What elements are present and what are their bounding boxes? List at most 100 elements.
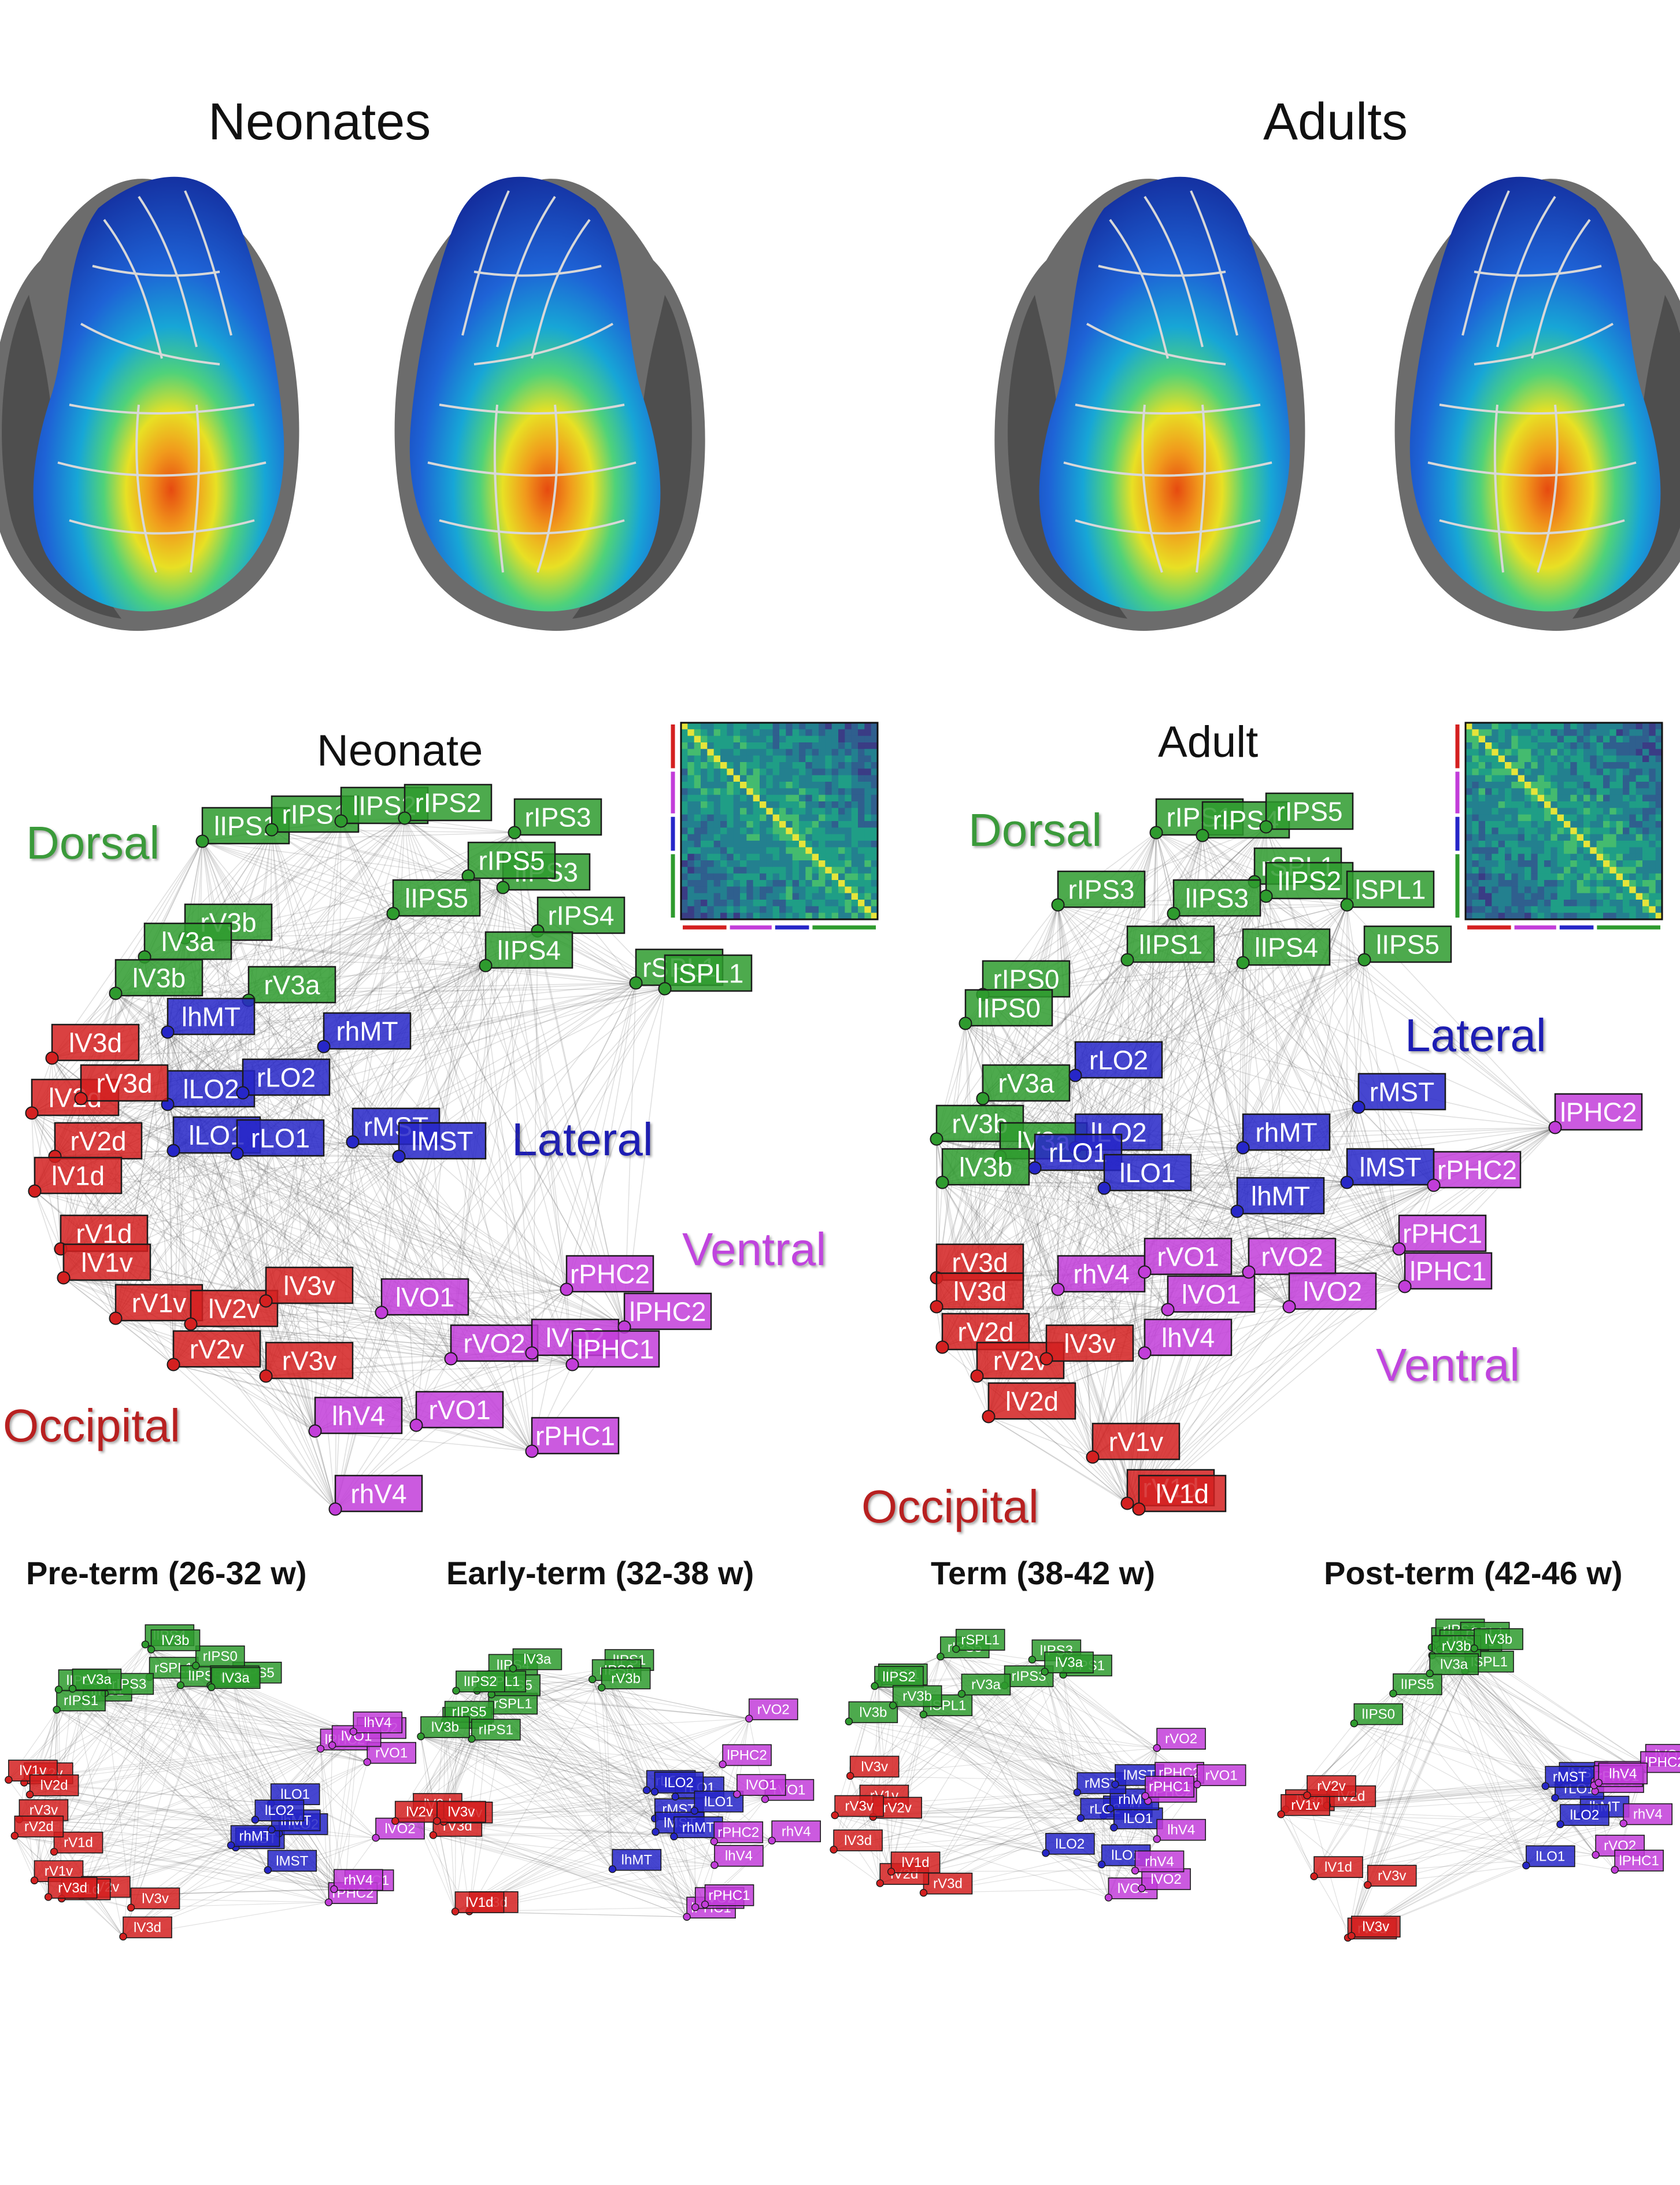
node-label: lSPL1 [673,959,744,989]
node-rhMT: rhMT [317,1012,412,1053]
node-dot [652,1828,660,1836]
node-label: lV3a [1440,1657,1468,1672]
network-edge [1364,959,1556,1128]
network-edge [236,1153,452,1359]
node-dot [597,1684,606,1692]
node-dot [433,1817,441,1825]
network-edge [202,841,324,1047]
node-dot [147,1646,156,1654]
node-label: lV3a [523,1652,552,1668]
node-dot [1310,1872,1318,1880]
network-edge [173,1150,567,1290]
node-dot [45,1051,59,1065]
network-edge [1057,881,1255,1290]
network-edge [341,820,567,1290]
node-lLO2: lLO2 [161,1070,256,1111]
network-edge [566,982,637,1290]
node-dot [391,1817,399,1825]
node-box [172,1330,261,1368]
node-box [114,1284,203,1322]
node-label: lV3d [69,1028,122,1058]
node-dot [1153,1744,1161,1752]
network-edge [1156,832,1255,882]
node-label: rV2v [190,1334,245,1365]
node-dot [1141,1792,1149,1800]
node-rPHC1: rPHC1 [701,1884,754,1909]
node-lV3v: lV3v [127,1887,180,1912]
node-label: lV3d [844,1833,872,1848]
network-edge [982,835,1203,1099]
network-edge [265,1376,316,1432]
network-edge [381,1312,452,1359]
network-edge [381,982,637,1313]
node-dot [1522,1861,1530,1870]
node-label: lLO2 [265,1803,294,1818]
network-edge [323,1046,417,1426]
network-edge [833,1705,894,1850]
network-edge [236,1153,336,1510]
node-label: lVO2 [1150,1872,1181,1887]
node-dot [683,1913,691,1921]
node-dot [1551,1794,1559,1802]
node-rIPS3: rIPS3 [508,798,602,840]
node-label: rIPS0 [203,1649,238,1665]
node-dot [259,1294,273,1308]
node-label: rV3v [282,1346,337,1376]
network-edge [345,1737,358,1890]
network-edge [265,1376,336,1510]
node-lLO1: lLO1 [1522,1845,1575,1870]
node-box [114,959,203,997]
network-edge [242,820,342,1093]
node-label: lIPS2 [464,1674,497,1689]
network-edge [1173,913,1238,1212]
node-dot [50,1847,58,1856]
node-box [450,1324,539,1362]
node-dot [346,1135,360,1149]
node-dot [176,1681,185,1689]
node-dot [1611,1866,1619,1874]
network-edge [1156,832,1174,914]
node-lV3v: lV3v [846,1755,900,1780]
node-box [54,1122,143,1160]
node-rIPS5: rIPS5 [461,841,556,883]
node-box [398,1122,487,1160]
node-dot [525,1346,539,1360]
node-rSPL1: rSPL1 [952,1629,1005,1653]
network-edge [1156,832,1249,1273]
node-lLO2: lLO2 [1042,1833,1095,1857]
node-rV3v: rV3v [831,1795,884,1820]
node-label: rIPS1 [64,1693,98,1709]
neonates-title: Neonates [208,93,431,151]
network-edge [341,820,394,914]
node-label: rIPS3 [524,803,591,833]
node-label: rhMT [682,1820,715,1835]
node-rV3b: rV3b [597,1668,651,1692]
node-label: lLO2 [664,1775,694,1791]
node-rhV4: rhV4 [330,1869,383,1894]
network-edge [60,1248,336,1510]
node-label: lV3d [134,1920,161,1935]
node-dot [208,1683,216,1691]
node-label: rVO1 [375,1746,408,1761]
node-box [265,1341,354,1380]
node-dot [68,1684,77,1693]
network-edge [1202,835,1255,882]
age-network-1: lIPS4rSPL1lIPS5rIPS4lSPL1lIPS1rIPS5rIPS1… [391,1648,821,1921]
node-lhV4: lhV4 [308,1396,403,1438]
node-lPHC2: lPHC2 [719,1744,772,1769]
network-edge [352,832,515,1143]
network-edge [236,1153,267,1377]
node-box [51,1023,140,1062]
node-label: lV2d [40,1778,68,1794]
node-dot [1193,1780,1201,1788]
node-dot [560,1282,573,1296]
node-dot [845,1717,853,1726]
node-lVO1: lVO1 [375,1278,469,1319]
network-edge [1281,1814,1315,1877]
node-lV3d: lV3d [830,1829,883,1854]
node-box [314,1396,403,1435]
node-dot [670,1832,678,1840]
node-dot [1110,1824,1118,1832]
node-dot [658,982,672,996]
network-edge [404,818,665,989]
